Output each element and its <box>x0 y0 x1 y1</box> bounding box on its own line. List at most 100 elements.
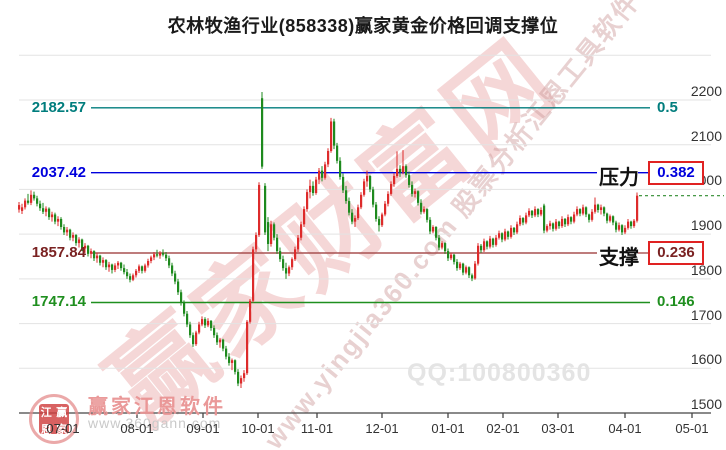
candle-body <box>171 265 174 274</box>
x-axis-label: 09-01 <box>186 421 220 436</box>
candle-body <box>465 267 468 273</box>
candle-body <box>228 356 231 363</box>
candle-body <box>90 251 93 254</box>
candle-body <box>543 205 546 231</box>
candle-body <box>546 226 549 231</box>
candle-body <box>366 176 369 182</box>
level-ratio-box: 0.382 <box>648 160 704 185</box>
candle-body <box>537 209 540 215</box>
x-axis-label: 04-01 <box>608 421 642 436</box>
candle-body <box>582 207 585 214</box>
candle-body <box>210 320 213 329</box>
candle-body <box>630 221 633 227</box>
candle-body <box>432 226 435 232</box>
candle-body <box>561 218 564 227</box>
candle-body <box>429 219 432 232</box>
y-axis-label: 1700 <box>690 306 722 323</box>
candle-body <box>198 324 201 333</box>
candle-body <box>27 200 30 203</box>
candle-body <box>285 268 288 274</box>
candle-body <box>627 221 630 228</box>
footer-brand-name: 赢家江恩软件 <box>88 396 226 418</box>
candle-body <box>51 214 54 218</box>
gann-logo-char: 江 <box>40 407 52 419</box>
candle-body <box>348 201 351 213</box>
x-axis-label: 10-01 <box>241 421 275 436</box>
candle-body <box>549 223 552 227</box>
candle-body <box>357 207 360 219</box>
candle-body <box>342 176 345 191</box>
candle-body <box>177 281 180 293</box>
x-axis-label: 08-01 <box>120 421 154 436</box>
candle-body <box>147 260 150 266</box>
candle-body <box>510 227 513 237</box>
candle-body <box>63 226 66 233</box>
x-axis-label: 11-01 <box>300 421 334 436</box>
chart-title: 农林牧渔行业(858338)赢家黄金价格回调支撑位 <box>167 16 559 36</box>
candle-body <box>396 168 399 177</box>
candle-body <box>165 254 168 259</box>
candle-body <box>195 332 198 345</box>
candle-body <box>138 266 141 271</box>
candle-body <box>57 218 60 222</box>
candle-body <box>81 239 84 249</box>
candle-body <box>174 273 177 282</box>
candle-body <box>504 231 507 240</box>
candle-body <box>369 176 372 190</box>
candle-body <box>609 216 612 221</box>
candle-body <box>468 267 471 276</box>
candle-body <box>411 184 414 194</box>
gann-logo: 江赢恩家 <box>29 394 79 444</box>
candle-body <box>21 207 24 211</box>
candle-body <box>66 229 69 233</box>
candle-body <box>333 121 336 146</box>
candle-body <box>231 360 234 363</box>
gann-logo-square: 江赢恩家 <box>39 404 69 436</box>
candle-body <box>633 220 636 227</box>
candle-body <box>162 252 165 255</box>
candle-body <box>600 207 603 210</box>
candle-body <box>441 243 444 248</box>
candle-body <box>477 245 480 264</box>
candle-body <box>414 191 417 194</box>
candle-body <box>408 175 411 185</box>
candle-body <box>312 185 315 194</box>
candle-body <box>183 303 186 314</box>
candle-body <box>336 145 339 161</box>
candle-body <box>588 214 591 220</box>
candle-body <box>78 239 81 244</box>
candle-body <box>378 218 381 226</box>
candle-body <box>279 251 282 260</box>
candle-body <box>531 210 534 216</box>
candle-body <box>93 251 96 259</box>
candle-body <box>168 258 171 266</box>
candle-body <box>108 264 111 268</box>
candle-body <box>120 262 123 269</box>
candle-body <box>276 237 279 252</box>
candle-body <box>60 218 63 227</box>
candle-body <box>30 194 33 203</box>
candle-body <box>39 203 42 209</box>
candle-body <box>435 226 438 238</box>
candle-body <box>288 267 291 274</box>
y-axis-label: 1800 <box>690 261 722 278</box>
candle-body <box>492 238 495 245</box>
candle-body <box>330 121 333 151</box>
candle-body <box>498 233 501 238</box>
candle-body <box>612 216 615 223</box>
candle-body <box>243 373 246 379</box>
candle-body <box>354 218 357 222</box>
candle-body <box>318 170 321 180</box>
candle-body <box>450 254 453 259</box>
candle-body <box>102 260 105 263</box>
candle-body <box>225 348 228 357</box>
candle-body <box>18 205 21 210</box>
candle-body <box>447 251 450 259</box>
candle-body <box>180 292 183 304</box>
candle-body <box>132 275 135 280</box>
candle-body <box>564 218 567 225</box>
candle-body <box>474 263 477 279</box>
candle-body <box>486 241 489 247</box>
candle-body <box>522 218 525 223</box>
candle-body <box>114 265 117 270</box>
